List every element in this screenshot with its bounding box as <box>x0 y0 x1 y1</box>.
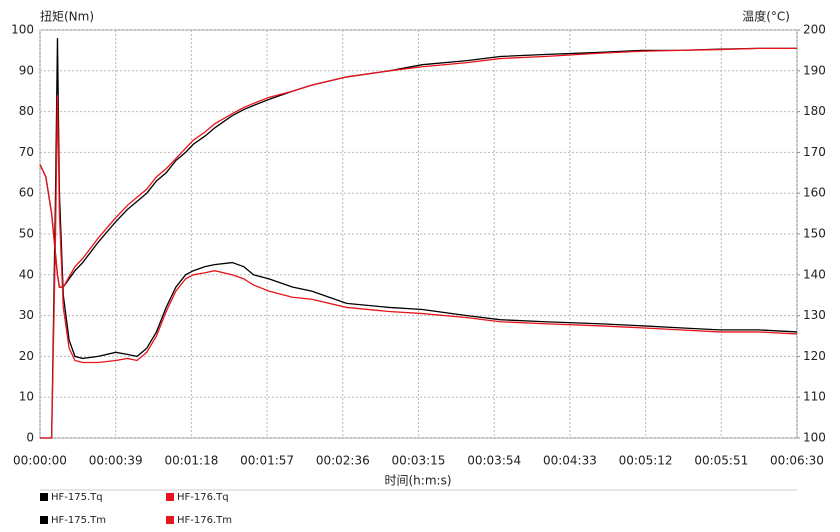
legend-swatch <box>40 516 48 524</box>
y2-tick-label: 170 <box>803 145 826 159</box>
y2-tick-label: 120 <box>803 349 826 363</box>
y-tick-label: 80 <box>19 104 34 118</box>
x-tick-label: 00:01:18 <box>164 454 218 468</box>
y2-tick-label: 200 <box>803 23 826 37</box>
y2-tick-label: 110 <box>803 390 826 404</box>
y-tick-label: 100 <box>11 23 34 37</box>
y2-tick-label: 150 <box>803 227 826 241</box>
y-tick-label: 50 <box>19 227 34 241</box>
y2-tick-label: 140 <box>803 267 826 281</box>
y-tick-label: 20 <box>19 349 34 363</box>
legend-label: HF-176.Tm <box>177 515 232 526</box>
y2-tick-label: 160 <box>803 186 826 200</box>
x-tick-label: 00:03:54 <box>467 454 521 468</box>
y-tick-label: 70 <box>19 145 34 159</box>
legend-swatch <box>166 516 174 524</box>
x-tick-label: 00:04:33 <box>543 454 597 468</box>
x-tick-label: 00:03:15 <box>392 454 446 468</box>
x-tick-label: 00:01:57 <box>240 454 294 468</box>
y-axis-label: 扭矩(Nm) <box>40 10 94 24</box>
series-line <box>40 95 798 439</box>
y-tick-label: 60 <box>19 186 34 200</box>
y-tick-label: 30 <box>19 308 34 322</box>
y-tick-label: 0 <box>26 431 34 445</box>
x-axis-label: 时间(h:m:s) <box>385 474 452 488</box>
series-line <box>40 38 798 439</box>
y2-tick-label: 190 <box>803 63 826 77</box>
y-tick-label: 40 <box>19 267 34 281</box>
y2-tick-label: 100 <box>803 431 826 445</box>
y2-tick-label: 130 <box>803 308 826 322</box>
x-tick-label: 00:00:39 <box>89 454 143 468</box>
series-line <box>39 47 797 288</box>
y2-axis-label: 温度(°C) <box>742 9 790 24</box>
y-tick-label: 90 <box>19 63 34 77</box>
legend-label: HF-176.Tq <box>177 492 229 503</box>
x-tick-label: 00:06:30 <box>770 454 824 468</box>
legend-swatch <box>166 493 174 501</box>
legend-label: HF-175.Tm <box>51 515 106 526</box>
x-tick-label: 00:02:36 <box>316 454 370 468</box>
x-tick-label: 00:05:51 <box>694 454 748 468</box>
x-tick-label: 00:00:00 <box>13 454 67 468</box>
legend-swatch <box>40 493 48 501</box>
legend-label: HF-175.Tq <box>51 492 103 503</box>
x-tick-label: 00:05:12 <box>619 454 673 468</box>
y-tick-label: 10 <box>19 390 34 404</box>
y2-tick-label: 180 <box>803 104 826 118</box>
